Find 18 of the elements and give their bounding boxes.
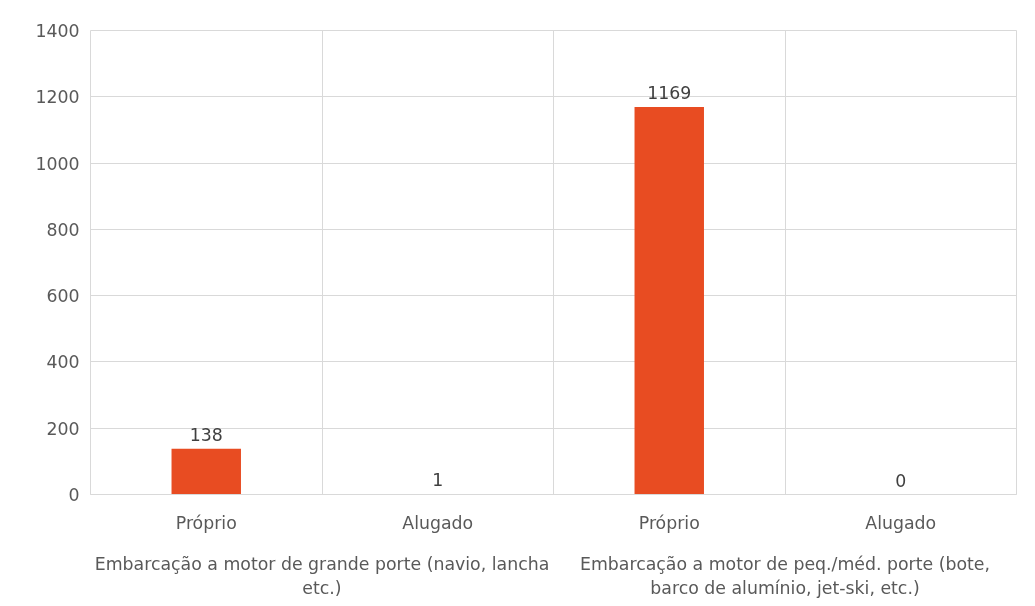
y-tick-label: 400 <box>46 352 80 373</box>
y-tick-label: 800 <box>46 219 80 240</box>
y-tick-label: 1400 <box>35 21 80 41</box>
y-tick-label: 1000 <box>35 153 80 174</box>
y-tick-label: 600 <box>46 286 80 307</box>
x-tick-label: Próprio <box>175 512 237 533</box>
y-tick-label: 200 <box>46 418 80 439</box>
data-label: 1 <box>432 470 444 491</box>
text: Embarcação a motor de peq./méd. porte (bote, barco de alumínio, jet-ski, etc.) <box>580 553 990 598</box>
x-tick-label: Próprio <box>638 512 700 533</box>
data-label: 0 <box>895 470 907 491</box>
text: Embarcação a motor de grande porte (navio, lancha etc.) <box>94 553 550 598</box>
data-label: 1169 <box>647 83 692 104</box>
x-tick-label: Alugado <box>865 512 937 533</box>
data-label: 138 <box>189 424 223 445</box>
y-tick-label: 0 <box>68 485 80 505</box>
x-tick-label: Alugado <box>402 512 474 533</box>
y-tick-label: 1200 <box>35 87 80 108</box>
